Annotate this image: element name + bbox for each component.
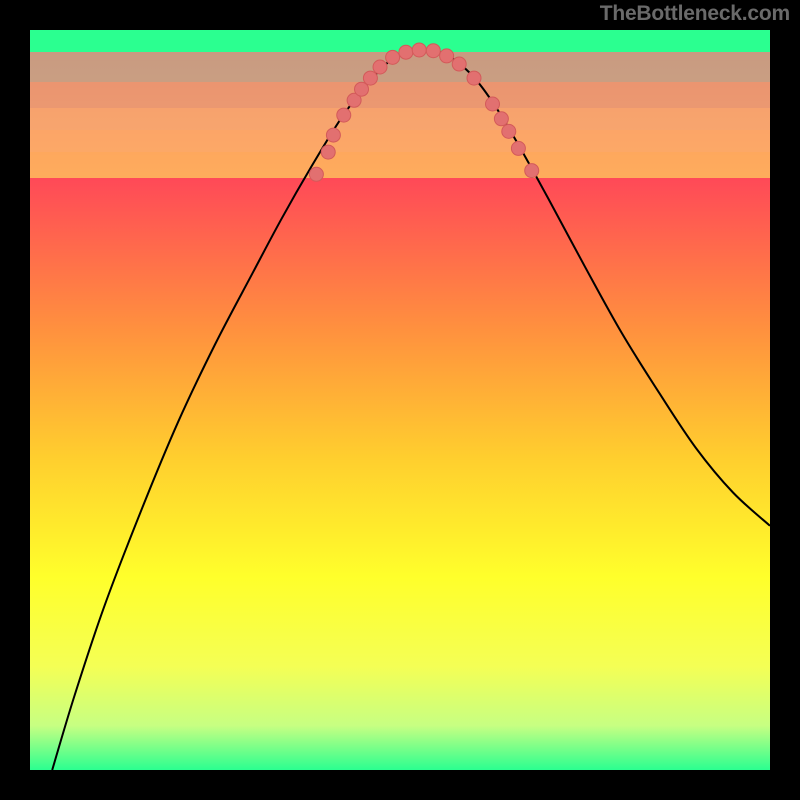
- data-marker: [412, 43, 426, 57]
- bottleneck-curve: [52, 49, 770, 770]
- data-marker: [467, 71, 481, 85]
- data-marker: [321, 145, 335, 159]
- markers-group: [309, 43, 538, 181]
- data-marker: [337, 108, 351, 122]
- data-marker: [373, 60, 387, 74]
- data-marker: [525, 164, 539, 178]
- watermark-text: TheBottleneck.com: [600, 2, 790, 26]
- data-marker: [511, 141, 525, 155]
- data-marker: [494, 112, 508, 126]
- data-marker: [426, 44, 440, 58]
- data-marker: [399, 45, 413, 59]
- data-marker: [363, 71, 377, 85]
- data-marker: [486, 97, 500, 111]
- curve-layer: [30, 30, 770, 770]
- data-marker: [452, 57, 466, 71]
- data-marker: [386, 50, 400, 64]
- chart-frame: TheBottleneck.com: [0, 0, 800, 800]
- plot-area: [30, 30, 770, 770]
- data-marker: [309, 167, 323, 181]
- data-marker: [440, 49, 454, 63]
- data-marker: [502, 124, 516, 138]
- data-marker: [326, 128, 340, 142]
